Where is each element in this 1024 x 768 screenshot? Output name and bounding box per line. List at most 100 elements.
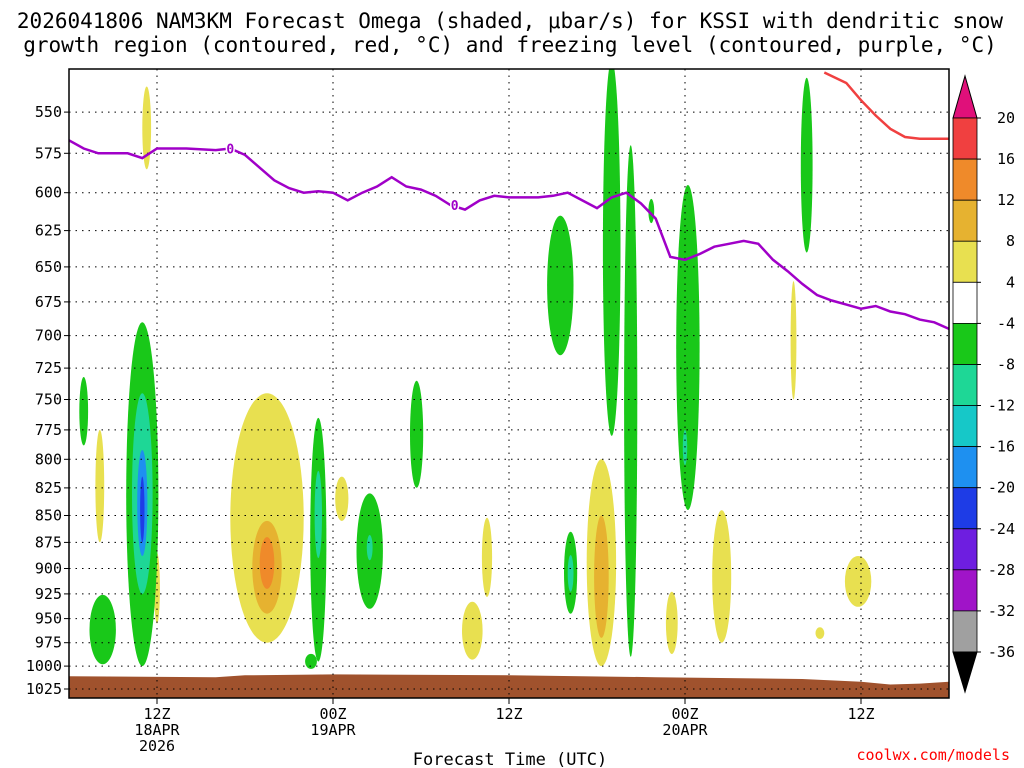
colorbar-label: 4 bbox=[1006, 273, 1015, 291]
downward-omega-region bbox=[676, 185, 700, 510]
y-tick-label: 875 bbox=[35, 533, 62, 551]
colorbar-bottom-arrow bbox=[952, 651, 978, 694]
upward-omega-region bbox=[594, 515, 609, 638]
y-tick-label: 900 bbox=[35, 560, 62, 578]
downward-omega-region bbox=[140, 476, 145, 543]
freezing-level-label: 0 bbox=[451, 199, 459, 214]
y-tick-label: 575 bbox=[35, 144, 62, 162]
x-axis-label: Forecast Time (UTC) bbox=[413, 750, 607, 768]
omega-shading bbox=[79, 69, 872, 669]
y-tick-label: 1000 bbox=[26, 657, 62, 675]
colorbar-label: -16 bbox=[988, 438, 1015, 456]
downward-omega-region bbox=[567, 555, 574, 592]
y-tick-label: 975 bbox=[35, 634, 62, 652]
grid-lines bbox=[69, 69, 949, 698]
y-tick-label: 850 bbox=[35, 507, 62, 525]
colorbar-segment bbox=[952, 528, 978, 571]
colorbar-label: -28 bbox=[988, 561, 1015, 579]
x-tick-label: 12Z bbox=[847, 705, 874, 723]
colorbar-label: -8 bbox=[997, 356, 1015, 374]
colorbar-segment bbox=[952, 446, 978, 489]
downward-omega-region bbox=[602, 69, 621, 436]
freezing-level-contour bbox=[69, 139, 949, 331]
upward-omega-region bbox=[462, 601, 483, 660]
y-tick-label: 950 bbox=[35, 610, 62, 628]
colorbar-label: 8 bbox=[1006, 232, 1015, 250]
x-tick-label: 19APR bbox=[310, 721, 356, 739]
colorbar-label: 16 bbox=[997, 150, 1015, 168]
colorbar-label: -36 bbox=[988, 643, 1015, 661]
freezing-level-label: 0 bbox=[226, 143, 234, 158]
chart-title-line1: 2026041806 NAM3KM Forecast Omega (shaded… bbox=[17, 9, 1004, 33]
colorbar-segment bbox=[952, 158, 978, 201]
x-tick-label: 00Z bbox=[319, 705, 346, 723]
y-tick-label: 700 bbox=[35, 327, 62, 345]
colorbar-segment bbox=[952, 569, 978, 612]
y-tick-label: 1025 bbox=[26, 680, 62, 698]
x-tick-label: 20APR bbox=[662, 721, 708, 739]
upward-omega-region bbox=[230, 393, 304, 643]
colorbar-label: -24 bbox=[988, 520, 1015, 538]
credit-text: coolwx.com/models bbox=[856, 746, 1010, 764]
colorbar-segment bbox=[952, 199, 978, 242]
colorbar-segment bbox=[952, 117, 978, 160]
upward-omega-region bbox=[481, 517, 493, 597]
upward-omega-region bbox=[790, 281, 797, 400]
y-tick-label: 775 bbox=[35, 421, 62, 439]
contour-lines: 00 bbox=[69, 71, 949, 331]
dgz-contour bbox=[823, 71, 949, 140]
x-tick-label: 18APR bbox=[134, 721, 180, 739]
colorbar: 20 16 12 8 4 -4 -8 -12 -16 -20 -24 -28 -32 -36 bbox=[952, 74, 1015, 694]
colorbar-segment bbox=[952, 322, 978, 365]
y-tick-label: 925 bbox=[35, 585, 62, 603]
colorbar-label: 20 bbox=[997, 109, 1015, 127]
y-tick-label: 825 bbox=[35, 479, 62, 497]
upward-omega-region bbox=[665, 591, 678, 655]
downward-omega-region bbox=[800, 77, 813, 253]
x-tick-label: 12Z bbox=[495, 705, 522, 723]
downward-omega-region bbox=[547, 215, 574, 356]
colorbar-top-arrow bbox=[952, 74, 978, 119]
x-tick-label: 2026 bbox=[139, 737, 175, 755]
upward-omega-region bbox=[712, 510, 732, 643]
colorbar-label: -32 bbox=[988, 602, 1015, 620]
y-tick-label: 600 bbox=[35, 184, 62, 202]
terrain-area bbox=[69, 674, 949, 698]
colorbar-segment bbox=[952, 405, 978, 447]
colorbar-segment bbox=[952, 610, 978, 653]
y-tick-label: 675 bbox=[35, 293, 62, 311]
chart-title-line2: growth region (contoured, red, °C) and f… bbox=[23, 33, 997, 57]
downward-omega-region bbox=[89, 594, 116, 665]
y-tick-label: 550 bbox=[35, 103, 62, 121]
downward-omega-region bbox=[314, 470, 322, 559]
colorbar-segment bbox=[952, 281, 978, 324]
colorbar-label: -4 bbox=[997, 314, 1015, 332]
y-tick-label: 650 bbox=[35, 258, 62, 276]
downward-omega-region bbox=[305, 653, 317, 669]
plot-frame bbox=[68, 68, 950, 699]
downward-omega-region bbox=[366, 535, 373, 561]
y-tick-label: 725 bbox=[35, 359, 62, 377]
upward-omega-region bbox=[142, 86, 152, 170]
colorbar-segment bbox=[952, 240, 978, 283]
downward-omega-region bbox=[410, 380, 424, 488]
upward-omega-region bbox=[335, 476, 349, 521]
upward-omega-region bbox=[259, 537, 275, 589]
y-tick-label: 750 bbox=[35, 391, 62, 409]
x-tick-label: 00Z bbox=[671, 705, 698, 723]
terrain-fill bbox=[69, 674, 949, 698]
x-tick-label: 12Z bbox=[143, 705, 170, 723]
colorbar-label: 12 bbox=[997, 191, 1015, 209]
upward-omega-region bbox=[815, 627, 825, 639]
colorbar-segment bbox=[952, 364, 978, 406]
downward-omega-region bbox=[79, 377, 89, 446]
y-tick-label: 625 bbox=[35, 222, 62, 240]
y-tick-label: 800 bbox=[35, 450, 62, 468]
colorbar-label: -20 bbox=[988, 479, 1015, 497]
colorbar-label: -12 bbox=[988, 397, 1015, 415]
colorbar-segment bbox=[952, 487, 978, 530]
downward-omega-region bbox=[624, 145, 638, 657]
y-axis: 550 575 600 625 650 675 700 725 750 775 800 825 850 8… bbox=[26, 103, 69, 698]
